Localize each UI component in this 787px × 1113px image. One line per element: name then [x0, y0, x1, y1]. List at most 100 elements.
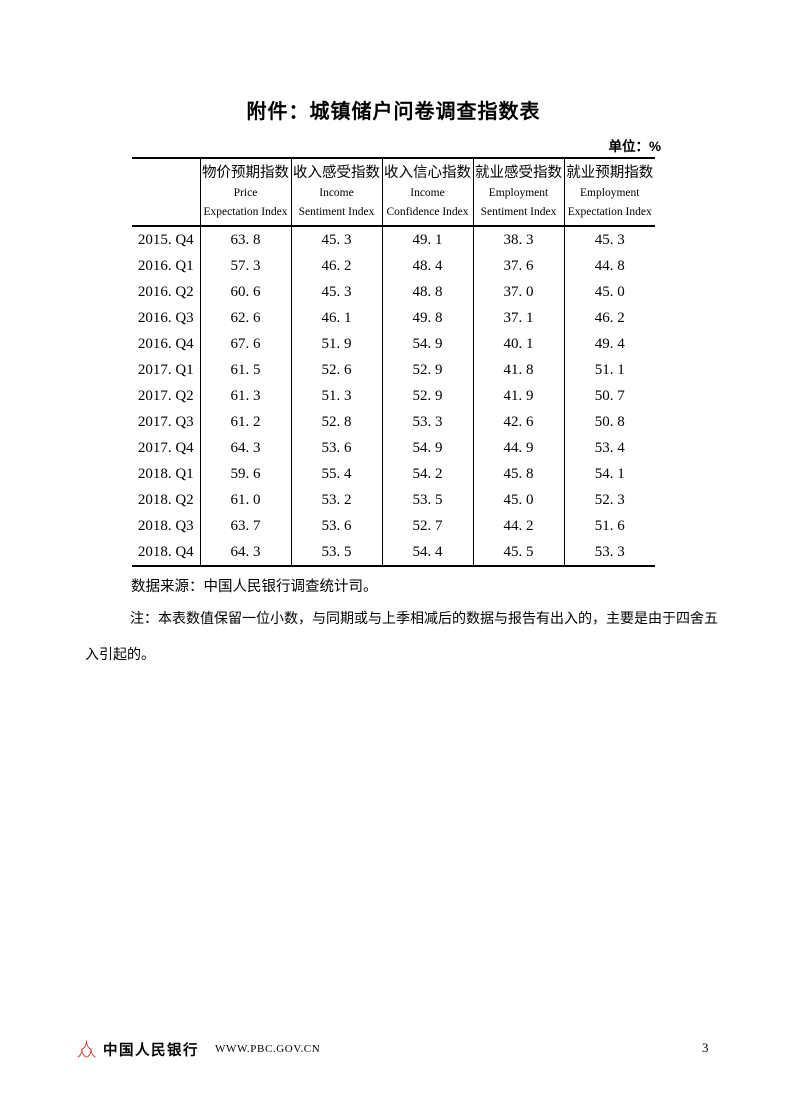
value-cell: 52. 9 [381, 383, 473, 409]
column-header-2: 收入信心指数 Income Confidence Index [381, 157, 473, 227]
value-cell: 63. 8 [199, 226, 291, 253]
column-header-4: 就业预期指数 Employment Expectation Index [563, 157, 655, 227]
page-number: 3 [702, 1040, 709, 1055]
table-row: 2016. Q3 62. 6 46. 1 49. 8 37. 1 46. 2 [132, 305, 655, 331]
value-cell: 45. 3 [563, 226, 655, 253]
period-cell: 2018. Q1 [137, 465, 194, 482]
value-cell: 54. 9 [381, 435, 473, 461]
unit-label: 单位：% [608, 139, 661, 154]
column-header-en: Expectation Index [203, 205, 288, 218]
column-header-en: Sentiment Index [480, 205, 557, 218]
value-cell: 46. 2 [290, 253, 382, 279]
value-cell: 54. 2 [381, 461, 473, 487]
column-header-zh: 物价预期指数 [202, 165, 289, 181]
value-cell: 50. 7 [563, 383, 655, 409]
value-cell: 52. 7 [381, 513, 473, 539]
value-cell: 45. 0 [563, 279, 655, 305]
value-cell: 53. 6 [290, 435, 382, 461]
value-cell: 61. 3 [199, 383, 291, 409]
bank-name: 中国人民银行 [103, 1042, 199, 1059]
value-cell: 45. 8 [472, 461, 564, 487]
document-title: 附件：城镇储户问卷调查指数表 [246, 101, 541, 123]
table-header: 物价预期指数 Price Expectation Index 收入感受指数 Income… [132, 157, 655, 227]
value-cell: 45. 3 [290, 279, 382, 305]
svg-text:人: 人 [82, 1040, 92, 1052]
value-cell: 54. 1 [563, 461, 655, 487]
table-row: 2015. Q4 63. 8 45. 3 49. 1 38. 3 45. 3 [132, 226, 655, 253]
value-cell: 44. 8 [563, 253, 655, 279]
pbc-logo-icon: 人 人 人 [77, 1040, 96, 1059]
table-row: 2017. Q4 64. 3 53. 6 54. 9 44. 9 53. 4 [132, 435, 655, 461]
value-cell: 37. 0 [472, 279, 564, 305]
value-cell: 52. 8 [290, 409, 382, 435]
column-header-en: Employment [488, 187, 549, 199]
value-cell: 45. 5 [472, 539, 564, 567]
period-cell: 2018. Q3 [137, 517, 194, 534]
table-row: 2018. Q1 59. 6 55. 4 54. 2 45. 8 54. 1 [132, 461, 655, 487]
value-cell: 49. 8 [381, 305, 473, 331]
column-header-3: 就业感受指数 Employment Sentiment Index [472, 157, 564, 227]
period-cell: 2017. Q1 [137, 361, 194, 378]
value-cell: 53. 6 [290, 513, 382, 539]
value-cell: 48. 8 [381, 279, 473, 305]
value-cell: 54. 9 [381, 331, 473, 357]
period-cell: 2018. Q2 [137, 491, 194, 508]
value-cell: 37. 6 [472, 253, 564, 279]
value-cell: 64. 3 [199, 539, 291, 567]
column-header-en: Expectation Index [567, 205, 652, 218]
value-cell: 40. 1 [472, 331, 564, 357]
value-cell: 64. 3 [199, 435, 291, 461]
value-cell: 37. 1 [472, 305, 564, 331]
value-cell: 52. 6 [290, 357, 382, 383]
column-header-en: Price [233, 187, 258, 199]
value-cell: 54. 4 [381, 539, 473, 567]
value-cell: 55. 4 [290, 461, 382, 487]
column-header-en: Employment [580, 187, 640, 199]
table-row: 2016. Q1 57. 3 46. 2 48. 4 37. 6 44. 8 [132, 253, 655, 279]
value-cell: 46. 1 [290, 305, 382, 331]
column-header-zh: 收入感受指数 [293, 165, 380, 181]
value-cell: 38. 3 [472, 226, 564, 253]
column-header-en: Confidence Index [386, 205, 469, 218]
header-period-cell [132, 157, 200, 227]
value-cell: 53. 3 [381, 409, 473, 435]
table-row: 2017. Q2 61. 3 51. 3 52. 9 41. 9 50. 7 [132, 383, 655, 409]
value-cell: 51. 1 [563, 357, 655, 383]
value-cell: 53. 5 [381, 487, 473, 513]
value-cell: 41. 8 [472, 357, 564, 383]
table-row: 2017. Q3 61. 2 52. 8 53. 3 42. 6 50. 8 [132, 409, 655, 435]
value-cell: 53. 5 [290, 539, 382, 567]
period-cell: 2016. Q1 [137, 257, 194, 274]
column-header-1: 收入感受指数 Income Sentiment Index [290, 157, 382, 227]
value-cell: 49. 4 [563, 331, 655, 357]
table-body: 2015. Q4 63. 8 45. 3 49. 1 38. 3 45. 3 2016. Q… [132, 226, 655, 567]
value-cell: 50. 8 [563, 409, 655, 435]
value-cell: 44. 2 [472, 513, 564, 539]
column-header-zh: 收入信心指数 [384, 165, 471, 181]
value-cell: 44. 9 [472, 435, 564, 461]
period-cell: 2016. Q4 [137, 335, 194, 352]
value-cell: 51. 3 [290, 383, 382, 409]
table-row: 2018. Q3 63. 7 53. 6 52. 7 44. 2 51. 6 [132, 513, 655, 539]
value-cell: 41. 9 [472, 383, 564, 409]
value-cell: 51. 9 [290, 331, 382, 357]
value-cell: 61. 0 [199, 487, 291, 513]
table-row: 2016. Q2 60. 6 45. 3 48. 8 37. 0 45. 0 [132, 279, 655, 305]
value-cell: 53. 4 [563, 435, 655, 461]
value-cell: 45. 0 [472, 487, 564, 513]
period-cell: 2017. Q4 [137, 439, 194, 456]
value-cell: 53. 3 [563, 539, 655, 567]
value-cell: 48. 4 [381, 253, 473, 279]
table-row: 2016. Q4 67. 6 51. 9 54. 9 40. 1 49. 4 [132, 331, 655, 357]
value-cell: 52. 9 [381, 357, 473, 383]
value-cell: 67. 6 [199, 331, 291, 357]
value-cell: 52. 3 [563, 487, 655, 513]
column-header-zh: 就业预期指数 [566, 165, 654, 181]
period-cell: 2017. Q3 [137, 413, 194, 430]
column-header-en: Sentiment Index [298, 205, 375, 218]
value-cell: 61. 2 [199, 409, 291, 435]
column-header-en: Income [319, 187, 354, 199]
period-cell: 2016. Q2 [137, 283, 194, 300]
value-cell: 42. 6 [472, 409, 564, 435]
